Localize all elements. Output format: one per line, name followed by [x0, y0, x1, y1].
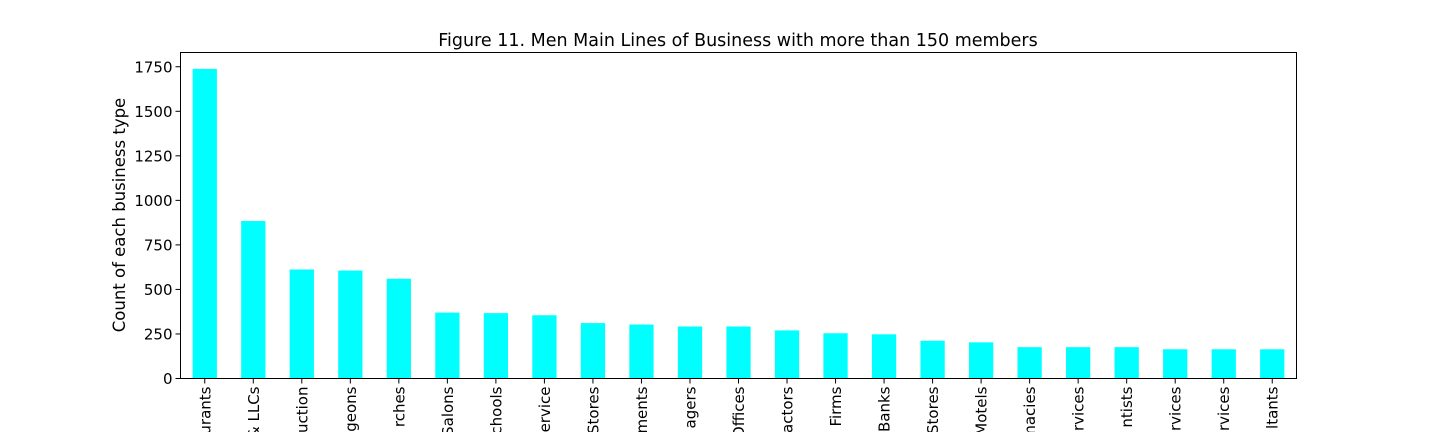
x-tick-label: ervice: [536, 387, 554, 432]
bar: [1211, 349, 1236, 379]
y-axis-label: Count of each business type: [110, 98, 129, 332]
x-tick-label: Salons: [439, 386, 457, 432]
x-tick-label: geons: [342, 386, 360, 431]
x-tick-label: agers: [681, 386, 699, 428]
y-tick-label: 0: [163, 370, 173, 388]
bar: [580, 323, 606, 379]
bar: [1163, 349, 1188, 379]
chart-title: Figure 11. Men Main Lines of Business wi…: [438, 31, 1038, 51]
x-tick-label: chools: [487, 386, 505, 432]
y-axis-ticks: 0 250 500 750 1000 1250 1500 1750: [134, 58, 181, 388]
bar: [629, 324, 654, 379]
bar: [871, 334, 897, 379]
x-tick-label: Banks: [876, 386, 894, 432]
y-tick-label: 250: [144, 325, 173, 343]
bar: [726, 326, 751, 379]
bars-group: [192, 68, 1285, 379]
x-tick-label: uction: [293, 387, 311, 432]
x-tick-label: ltants: [1264, 386, 1282, 429]
bar: [338, 270, 363, 379]
x-tick-label: Firms: [827, 386, 845, 426]
x-tick-label: rvices: [1070, 386, 1088, 431]
x-tick-label: Stores: [924, 386, 942, 432]
x-tick-label: rvices: [1215, 386, 1233, 431]
y-tick-label: 1500: [134, 103, 172, 121]
x-tick-label: actors: [779, 386, 797, 432]
x-tick-label: macies: [1021, 386, 1039, 432]
bar: [386, 278, 411, 379]
bar: [241, 221, 266, 379]
y-tick-label: 1000: [134, 192, 172, 210]
x-tick-label: urants: [196, 386, 214, 432]
x-axis-ticks: urants & LLCs uction geons rches Salons chools…: [196, 378, 1282, 432]
x-tick-label: ments: [633, 386, 651, 432]
x-tick-label: Offices: [730, 386, 748, 432]
bar: [483, 313, 509, 379]
bar: [289, 269, 314, 379]
bar: [823, 333, 848, 379]
x-tick-label: ntists: [1118, 386, 1136, 427]
bar: [774, 330, 800, 379]
bar: [435, 312, 460, 379]
y-tick-label: 500: [144, 281, 173, 299]
y-tick-label: 1250: [134, 147, 172, 165]
bar: [532, 315, 557, 379]
plot-frame: [180, 52, 1297, 379]
x-tick-label: Motels: [973, 386, 991, 432]
y-tick-label: 750: [144, 236, 173, 254]
x-tick-label: Stores: [584, 386, 602, 432]
y-tick-label: 1750: [134, 58, 172, 76]
bar: [677, 326, 703, 379]
bar: [1066, 347, 1091, 379]
bar: [1260, 349, 1285, 379]
bar: [1017, 347, 1042, 379]
bar: [192, 68, 217, 379]
x-tick-label: rvices: [1167, 386, 1185, 431]
x-tick-label: rches: [390, 386, 408, 427]
bar: [1114, 347, 1139, 379]
bar: [920, 340, 945, 379]
x-tick-label: & LLCs: [245, 386, 263, 432]
bar: [968, 342, 994, 379]
